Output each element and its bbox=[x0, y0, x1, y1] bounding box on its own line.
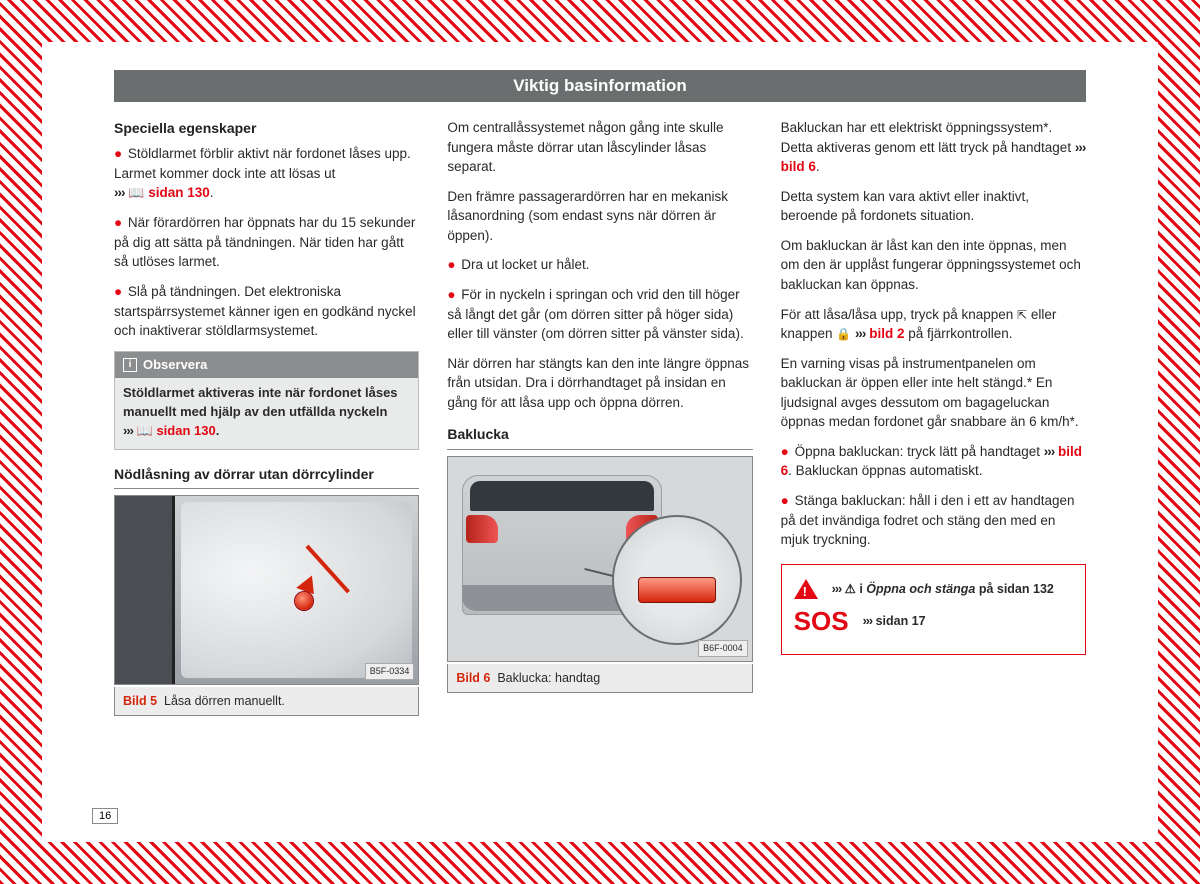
fig5-door-edge bbox=[115, 496, 175, 684]
car-trunk-icon: ⇱ bbox=[1017, 307, 1027, 324]
fig6-tag: B6F-0004 bbox=[698, 640, 748, 657]
warning-triangle-icon bbox=[794, 579, 818, 599]
chevron-icon: ››› bbox=[855, 326, 866, 341]
fig6-handle bbox=[638, 577, 716, 603]
heading-special: Speciella egenskaper bbox=[114, 118, 419, 138]
col3-p1-ref[interactable]: bild 6 bbox=[781, 159, 816, 174]
col3-p5: En varning visas på instrumentpanelen om… bbox=[781, 354, 1086, 432]
col2-b1: ● Dra ut locket ur hålet. bbox=[447, 255, 752, 275]
bullet-icon: ● bbox=[781, 493, 789, 508]
column-2: Om centrallåssystemet någon gång inte sk… bbox=[447, 118, 752, 722]
figure-5-caption: Bild 5 Låsa dörren manuellt. bbox=[114, 687, 419, 716]
sos-box: ››› ⚠ i Öppna och stänga på sidan 132 SO… bbox=[781, 564, 1086, 656]
bullet-icon: ● bbox=[114, 284, 122, 299]
fig6-taillight-left bbox=[466, 515, 498, 543]
col2-p3: När dörren har stängts kan den inte läng… bbox=[447, 354, 752, 413]
info-icon: i bbox=[123, 358, 137, 372]
sos-l2: sidan 17 bbox=[876, 614, 926, 628]
bullet-icon: ● bbox=[114, 146, 122, 161]
sos-row-main: SOS ››› sidan 17 bbox=[794, 603, 1073, 641]
figure-6-caption: Bild 6 Baklucka: handtag bbox=[447, 664, 752, 693]
col1-p1-text: Stöldlarmet förblir aktivt när fordonet … bbox=[114, 146, 411, 181]
lock-icon: 🔒 bbox=[836, 326, 851, 343]
column-1: Speciella egenskaper ● Stöldlarmet förbl… bbox=[114, 118, 419, 722]
col3-b1a: Öppna bakluckan: tryck lätt på handtaget bbox=[795, 444, 1040, 459]
sos-label: SOS bbox=[794, 603, 849, 641]
col3-p4: För att låsa/låsa upp, tryck på knappen … bbox=[781, 305, 1086, 344]
col2-b2-text: För in nyckeln i springan och vrid den t… bbox=[447, 287, 743, 341]
figure-5: B5F-0334 bbox=[114, 495, 419, 685]
page-number: 16 bbox=[92, 808, 118, 824]
col3-p4a: För att låsa/låsa upp, tryck på knappen bbox=[781, 307, 1017, 322]
heading-emergency-lock: Nödlåsning av dörrar utan dörrcylinder bbox=[114, 464, 419, 489]
fig5-tag: B5F-0334 bbox=[365, 663, 415, 680]
chevron-icon: ››› bbox=[114, 185, 125, 200]
bullet-icon: ● bbox=[447, 257, 455, 272]
sos-link-2[interactable]: ››› sidan 17 bbox=[863, 612, 926, 630]
col3-p3: Om bakluckan är låst kan den inte öppnas… bbox=[781, 236, 1086, 295]
chevron-icon: ››› bbox=[1075, 140, 1086, 155]
page-header: Viktig basinformation bbox=[114, 70, 1086, 102]
figure-6: B6F-0004 bbox=[447, 456, 752, 662]
bullet-icon: ● bbox=[447, 287, 455, 302]
col3-p1-text: Bakluckan har ett elektriskt öppningssys… bbox=[781, 120, 1071, 155]
col2-b2: ● För in nyckeln i springan och vrid den… bbox=[447, 285, 752, 344]
page-content: Viktig basinformation Speciella egenskap… bbox=[42, 42, 1158, 842]
col2-p2: Den främre passagerardörren har en mekan… bbox=[447, 187, 752, 246]
col1-p2-text: När förardörren har öppnats har du 15 se… bbox=[114, 215, 415, 269]
book-icon: 📖 bbox=[128, 185, 144, 200]
column-layout: Speciella egenskaper ● Stöldlarmet förbl… bbox=[114, 118, 1086, 722]
col1-para3: ● Slå på tändningen. Det elektroniska st… bbox=[114, 282, 419, 341]
sos-link-1[interactable]: ››› ⚠ i Öppna och stänga på sidan 132 bbox=[832, 580, 1054, 598]
chevron-icon: ››› bbox=[863, 614, 873, 628]
col3-p4c: på fjärrkontrollen. bbox=[904, 326, 1012, 341]
col1-para1: ● Stöldlarmet förblir aktivt när fordone… bbox=[114, 144, 419, 203]
col3-b1b: . Bakluckan öppnas automatiskt. bbox=[788, 463, 982, 478]
book-icon: 📖 bbox=[137, 423, 153, 438]
note-ref[interactable]: sidan 130 bbox=[156, 423, 215, 438]
bullet-icon: ● bbox=[781, 444, 789, 459]
fig5-label: Bild 5 bbox=[123, 694, 157, 708]
fig6-caption-text: Baklucka: handtag bbox=[497, 671, 600, 685]
chevron-icon: ››› bbox=[123, 423, 133, 438]
col3-b2: ● Stänga bakluckan: håll i den i ett av … bbox=[781, 491, 1086, 550]
col3-p4-ref[interactable]: bild 2 bbox=[869, 326, 904, 341]
col3-p1: Bakluckan har ett elektriskt öppningssys… bbox=[781, 118, 1086, 177]
col1-p1-ref[interactable]: sidan 130 bbox=[148, 185, 210, 200]
col3-p2: Detta system kan vara aktivt eller inakt… bbox=[781, 187, 1086, 226]
note-body: Stöldlarmet aktiveras inte när fordonet … bbox=[115, 378, 418, 449]
sos-l1-post: på sidan 132 bbox=[975, 582, 1054, 596]
col3-b2-text: Stänga bakluckan: håll i den i ett av ha… bbox=[781, 493, 1075, 547]
sos-row-warning: ››› ⚠ i Öppna och stänga på sidan 132 bbox=[794, 579, 1073, 599]
column-3: Bakluckan har ett elektriskt öppningssys… bbox=[781, 118, 1086, 722]
note-title: Observera bbox=[143, 356, 207, 375]
col2-p1: Om centrallåssystemet någon gång inte sk… bbox=[447, 118, 752, 177]
note-header: i Observera bbox=[115, 352, 418, 379]
col2-b1-text: Dra ut locket ur hålet. bbox=[461, 257, 589, 272]
sos-l1-ital: Öppna och stänga bbox=[866, 582, 975, 596]
col3-b1: ● Öppna bakluckan: tryck lätt på handtag… bbox=[781, 442, 1086, 481]
heading-tailgate: Baklucka bbox=[447, 424, 752, 449]
bullet-icon: ● bbox=[114, 215, 122, 230]
col1-p3-text: Slå på tändningen. Det elektroniska star… bbox=[114, 284, 416, 338]
fig6-label: Bild 6 bbox=[456, 671, 490, 685]
note-body-text: Stöldlarmet aktiveras inte när fordonet … bbox=[123, 385, 398, 419]
chevron-icon: ››› bbox=[1044, 444, 1055, 459]
fig5-door-panel bbox=[181, 502, 412, 678]
chevron-icon: ››› bbox=[832, 582, 842, 596]
note-box: i Observera Stöldlarmet aktiveras inte n… bbox=[114, 351, 419, 450]
fig6-rear-window bbox=[470, 481, 654, 511]
fig5-caption-text: Låsa dörren manuellt. bbox=[164, 694, 285, 708]
col1-para2: ● När förardörren har öppnats har du 15 … bbox=[114, 213, 419, 272]
